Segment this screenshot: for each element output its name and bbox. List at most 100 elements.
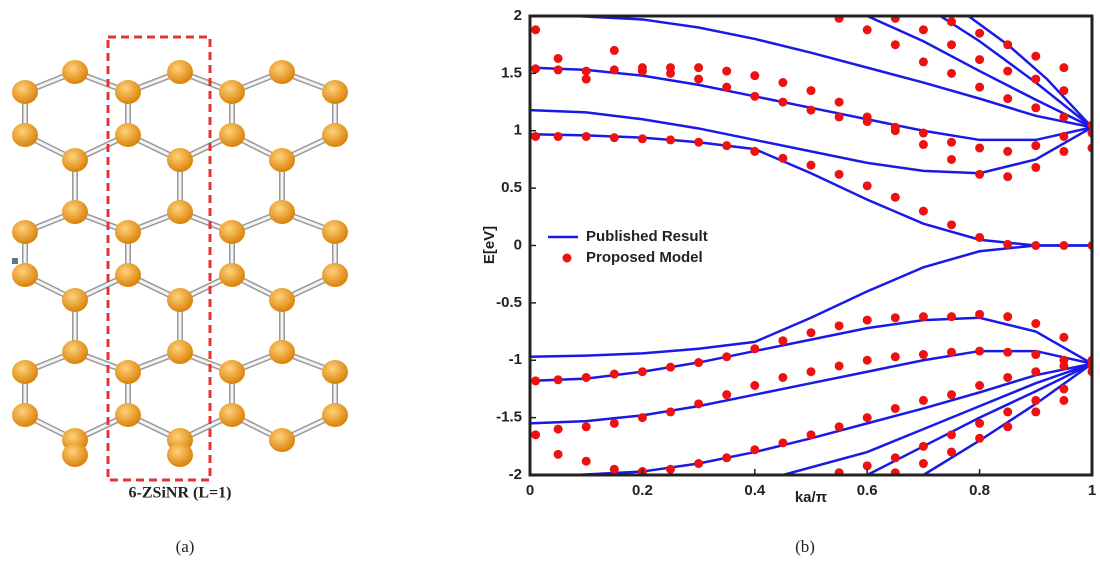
data-point bbox=[1059, 63, 1069, 73]
atom bbox=[219, 403, 245, 427]
data-point bbox=[1059, 131, 1069, 141]
data-point bbox=[834, 16, 844, 23]
marker bbox=[12, 258, 18, 264]
data-point bbox=[531, 25, 541, 35]
data-point bbox=[531, 430, 541, 440]
band-line bbox=[782, 362, 1092, 475]
y-tick-label: -1 bbox=[509, 351, 522, 368]
atom bbox=[167, 148, 193, 172]
data-point bbox=[1059, 384, 1069, 394]
data-point bbox=[1031, 407, 1041, 417]
data-point bbox=[975, 82, 985, 92]
y-tick-label: 1 bbox=[514, 122, 522, 139]
atom bbox=[62, 60, 88, 84]
x-tick-label: 1 bbox=[1088, 482, 1096, 499]
atom bbox=[322, 123, 348, 147]
atom bbox=[322, 220, 348, 244]
data-point bbox=[975, 55, 985, 65]
data-point bbox=[947, 312, 956, 322]
data-point bbox=[918, 206, 928, 216]
atom bbox=[322, 360, 348, 384]
data-point bbox=[918, 441, 928, 451]
data-point bbox=[778, 153, 788, 163]
legend-label: Proposed Model bbox=[586, 249, 703, 266]
data-point bbox=[609, 45, 619, 55]
band-line bbox=[866, 16, 1092, 129]
data-point bbox=[553, 131, 563, 141]
data-point bbox=[694, 137, 704, 147]
data-point bbox=[694, 63, 704, 73]
data-point bbox=[581, 131, 591, 141]
y-tick-label: -0.5 bbox=[496, 294, 522, 311]
data-point bbox=[975, 309, 985, 319]
data-point bbox=[834, 97, 844, 107]
data-point bbox=[778, 97, 788, 107]
data-point bbox=[750, 71, 760, 81]
data-point bbox=[778, 372, 788, 382]
atom bbox=[219, 360, 245, 384]
data-point bbox=[1031, 74, 1041, 84]
caption: (b) bbox=[795, 537, 815, 556]
data-point bbox=[531, 131, 541, 141]
atom bbox=[62, 200, 88, 224]
data-point bbox=[1031, 103, 1041, 113]
band-line bbox=[530, 316, 1092, 383]
atom bbox=[167, 340, 193, 364]
band-line bbox=[866, 362, 1092, 475]
x-tick-label: 0 bbox=[526, 482, 534, 499]
data-point bbox=[1059, 86, 1069, 96]
data-point bbox=[918, 140, 928, 150]
data-point bbox=[553, 424, 563, 434]
band-line bbox=[530, 108, 1092, 175]
atom bbox=[115, 123, 141, 147]
atom bbox=[269, 148, 295, 172]
data-point bbox=[637, 134, 647, 144]
data-point bbox=[609, 133, 619, 143]
data-point bbox=[1003, 407, 1013, 417]
data-point bbox=[666, 68, 675, 78]
data-point bbox=[918, 128, 928, 138]
data-point bbox=[1031, 367, 1041, 377]
data-point bbox=[1031, 319, 1041, 329]
atom bbox=[115, 403, 141, 427]
legend-label: Published Result bbox=[586, 228, 708, 245]
data-point bbox=[694, 358, 704, 368]
data-point bbox=[778, 336, 788, 346]
data-point bbox=[947, 137, 956, 147]
data-point bbox=[1031, 350, 1041, 360]
data-point bbox=[890, 192, 900, 202]
data-point bbox=[947, 390, 956, 400]
atom bbox=[115, 80, 141, 104]
data-point bbox=[806, 105, 816, 115]
atom bbox=[269, 288, 295, 312]
data-point bbox=[890, 40, 900, 50]
data-point bbox=[1003, 312, 1013, 322]
data-point bbox=[862, 181, 872, 191]
atom bbox=[115, 360, 141, 384]
data-point bbox=[581, 372, 591, 382]
data-point bbox=[694, 399, 704, 409]
atom bbox=[12, 403, 38, 427]
atom bbox=[167, 288, 193, 312]
data-point bbox=[834, 169, 844, 179]
data-point bbox=[834, 468, 844, 475]
x-axis-label: ka/π bbox=[795, 489, 828, 506]
data-point bbox=[947, 40, 956, 50]
data-point bbox=[1059, 395, 1069, 405]
data-point bbox=[947, 430, 956, 440]
atom bbox=[269, 200, 295, 224]
data-point bbox=[722, 141, 732, 151]
data-point bbox=[1059, 332, 1069, 342]
data-point bbox=[947, 68, 956, 78]
y-tick-label: 0 bbox=[514, 236, 522, 253]
data-point bbox=[1059, 146, 1069, 156]
data-point bbox=[862, 413, 872, 423]
caption: (a) bbox=[176, 537, 195, 556]
data-point bbox=[834, 422, 844, 432]
data-point bbox=[553, 375, 563, 385]
plot-area bbox=[530, 16, 1092, 475]
data-point bbox=[890, 403, 900, 413]
data-point bbox=[581, 74, 591, 84]
atom bbox=[322, 403, 348, 427]
